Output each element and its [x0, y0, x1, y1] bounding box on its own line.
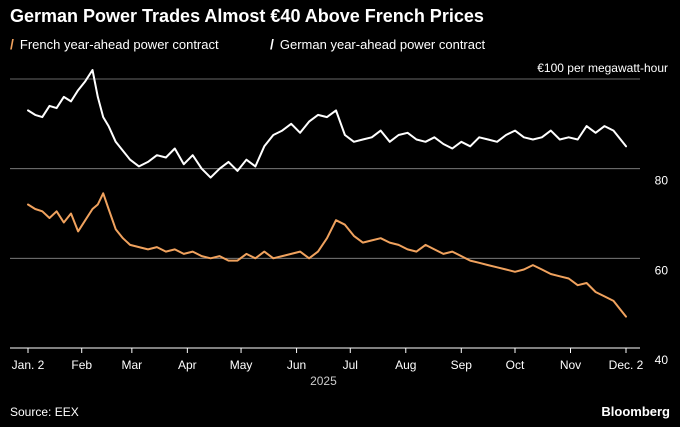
- y-tick-label-60: 60: [655, 263, 669, 277]
- y-tick-label-80: 80: [655, 174, 669, 188]
- legend-french-swatch-icon: /: [10, 36, 14, 52]
- year-label: 2025: [310, 374, 337, 388]
- legend-french: / French year-ahead power contract: [10, 36, 219, 52]
- legend-german-swatch-icon: /: [270, 36, 274, 52]
- series-line-french: [27, 192, 627, 318]
- chart-title: German Power Trades Almost €40 Above Fre…: [10, 6, 484, 26]
- x-tick-label-3: Apr: [178, 358, 197, 372]
- x-tick-label-11: Dec. 2: [609, 358, 644, 372]
- y-tick-label-40: 40: [655, 353, 669, 367]
- bloomberg-logo: Bloomberg: [601, 404, 670, 419]
- x-tick-label-1: Feb: [71, 358, 92, 372]
- legend-german: / German year-ahead power contract: [270, 36, 485, 52]
- legend-german-label: German year-ahead power contract: [279, 36, 486, 52]
- series-line-german: [27, 69, 627, 179]
- x-tick-label-5: Jun: [287, 358, 306, 372]
- x-tick-label-8: Sep: [451, 358, 473, 372]
- legend-french-label: French year-ahead power contract: [19, 36, 219, 52]
- x-tick-label-2: Mar: [122, 358, 143, 372]
- x-tick-label-10: Nov: [560, 358, 581, 372]
- x-tick-label-0: Jan. 2: [12, 358, 45, 372]
- unit-label: €100 per megawatt-hour: [537, 61, 668, 75]
- source-note: Source: EEX: [10, 405, 79, 419]
- x-tick-label-6: Jul: [343, 358, 358, 372]
- x-tick-label-9: Oct: [506, 358, 525, 372]
- x-tick-label-4: May: [230, 358, 253, 372]
- x-tick-label-7: Aug: [395, 358, 416, 372]
